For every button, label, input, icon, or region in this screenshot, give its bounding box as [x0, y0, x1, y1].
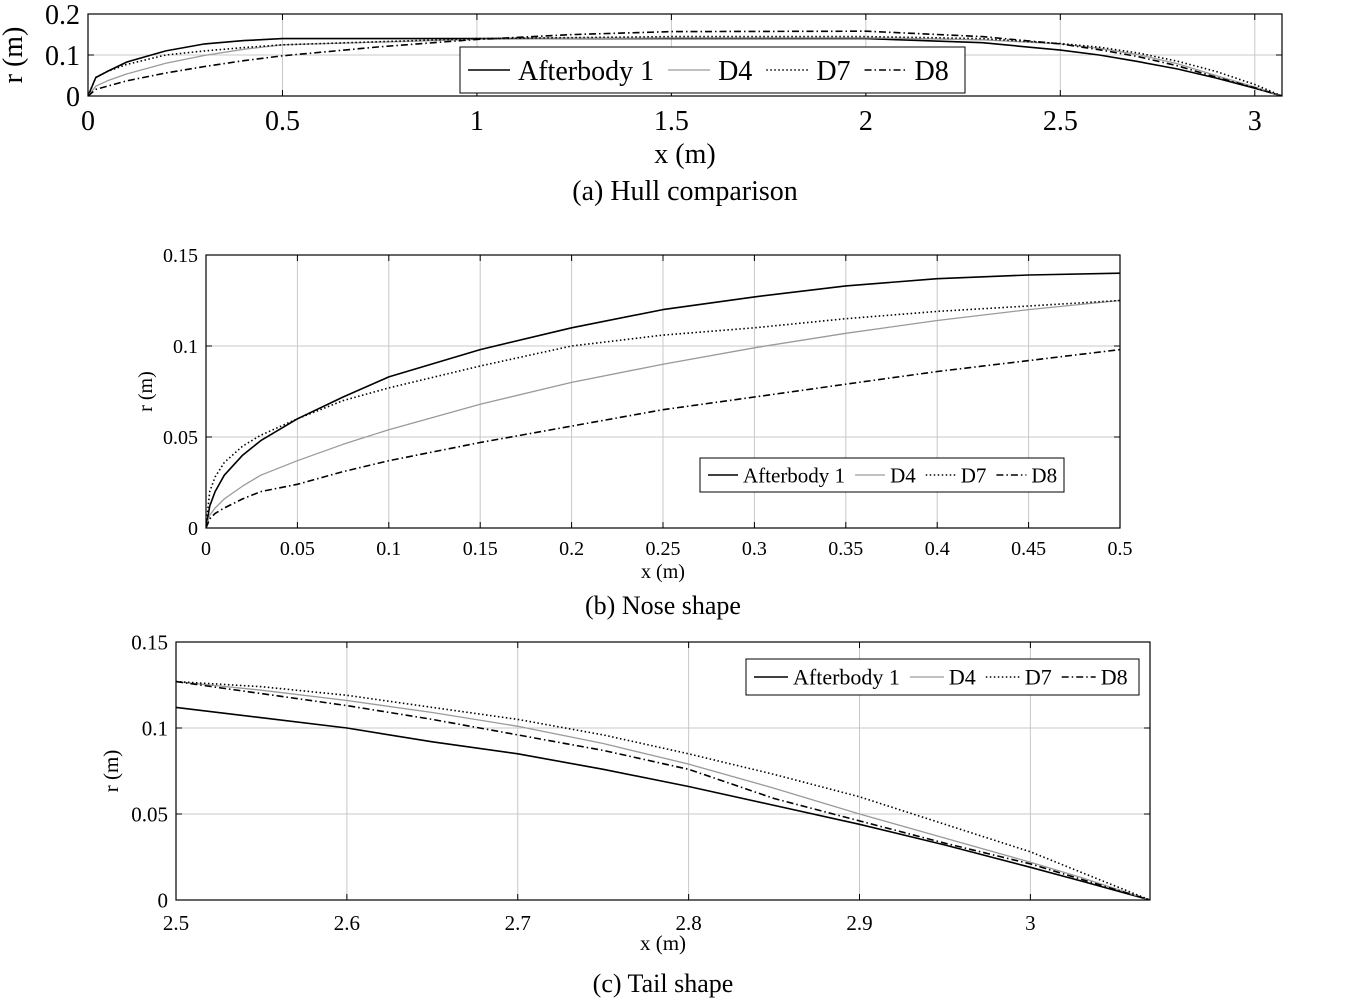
y-axis-label: r (m)	[135, 371, 157, 412]
legend: Afterbody 1 D4 D7 D8	[459, 46, 966, 94]
y-tick-label: 0.2	[45, 0, 80, 31]
x-tick-label: 0.2	[559, 538, 584, 560]
legend-label: D4	[949, 665, 976, 690]
legend: Afterbody 1 D4 D7 D8	[745, 658, 1140, 696]
x-tick-label: 0.4	[925, 538, 950, 560]
legend: Afterbody 1 D4 D7 D8	[699, 457, 1065, 493]
x-tick-label: 2.7	[505, 911, 531, 935]
y-tick-label: 0.15	[131, 630, 168, 654]
panel-caption: (a) Hull comparison	[572, 176, 798, 207]
y-tick-label: 0.1	[173, 336, 198, 358]
x-tick-label: 2	[859, 106, 873, 137]
series-line-d4	[176, 680, 1150, 900]
x-axis-label: x (m)	[640, 931, 686, 955]
y-tick-label: 0	[66, 82, 80, 113]
y-tick-label: 0.1	[45, 41, 80, 72]
legend-label: D4	[890, 463, 916, 487]
x-tick-label: 0.1	[376, 538, 401, 560]
panel-hull-comparison: 0 0.5 1 1.5 2 2.5 3 0 0.1 0.2 x (m) r (m) (a) Hull c…	[0, 0, 1283, 207]
x-tick-label: 0	[201, 538, 211, 560]
y-axis-label: r (m)	[0, 27, 29, 84]
x-tick-label: 2.6	[334, 911, 360, 935]
legend-label: D8	[1031, 463, 1057, 487]
series-line-d4	[206, 299, 1120, 528]
legend-label: D8	[1101, 665, 1128, 690]
x-tick-label: 2.5	[1043, 106, 1078, 137]
panel-caption: (b) Nose shape	[585, 591, 741, 620]
x-axis-label: x (m)	[654, 139, 715, 170]
x-tick-label: 0.5	[1108, 538, 1133, 560]
series-line-d8	[176, 680, 1150, 900]
legend-label: Afterbody 1	[518, 56, 654, 87]
legend-label: D7	[816, 56, 850, 87]
y-tick-label: 0.15	[163, 245, 198, 267]
x-axis-label: x (m)	[641, 561, 685, 583]
y-tick-label: 0	[158, 888, 169, 912]
x-tick-label: 3	[1025, 911, 1036, 935]
x-tick-label: 0.3	[742, 538, 767, 560]
x-tick-label: 0.45	[1011, 538, 1046, 560]
x-tick-label: 2.8	[676, 911, 702, 935]
legend-label: Afterbody 1	[743, 463, 845, 487]
y-tick-label: 0.05	[163, 427, 198, 449]
legend-label: D8	[915, 56, 949, 87]
legend-label: D4	[718, 56, 752, 87]
y-tick-label: 0	[188, 518, 198, 540]
legend-label: Afterbody 1	[793, 665, 900, 690]
series-line-afterbody-1	[176, 706, 1150, 900]
panel-tail-shape: 2.5 2.6 2.7 2.8 2.9 3 0 0.05 0.1 0.15 x (m) r (m) (c…	[99, 630, 1151, 998]
x-tick-label: 0.5	[265, 106, 300, 137]
x-tick-label: 1.5	[654, 106, 689, 137]
series-line-d7	[88, 35, 1282, 96]
y-tick-label: 0.1	[142, 716, 168, 740]
x-tick-label: 0	[81, 106, 95, 137]
series-line-afterbody-1	[206, 272, 1120, 528]
x-tick-label: 0.05	[280, 538, 315, 560]
x-tick-label: 0.25	[646, 538, 681, 560]
x-tick-label: 3	[1248, 106, 1262, 137]
x-tick-label: 0.15	[463, 538, 498, 560]
axes-frame	[175, 641, 1151, 901]
legend-label: D7	[961, 463, 987, 487]
legend-label: D7	[1025, 665, 1052, 690]
series-line-d8	[206, 348, 1120, 528]
panel-caption: (c) Tail shape	[593, 969, 734, 998]
x-tick-label: 2.9	[846, 911, 872, 935]
y-tick-label: 0.05	[131, 802, 168, 826]
x-tick-label: 0.35	[828, 538, 863, 560]
y-axis-label: r (m)	[99, 750, 123, 793]
panel-nose-shape: 0 0.05 0.1 0.15 0.2 0.25 0.3 0.35 0.4 0.45 0.5 0 0.0…	[135, 245, 1133, 620]
x-tick-label: 1	[470, 106, 484, 137]
x-tick-label: 2.5	[163, 911, 189, 935]
series-line-d4	[88, 37, 1282, 96]
